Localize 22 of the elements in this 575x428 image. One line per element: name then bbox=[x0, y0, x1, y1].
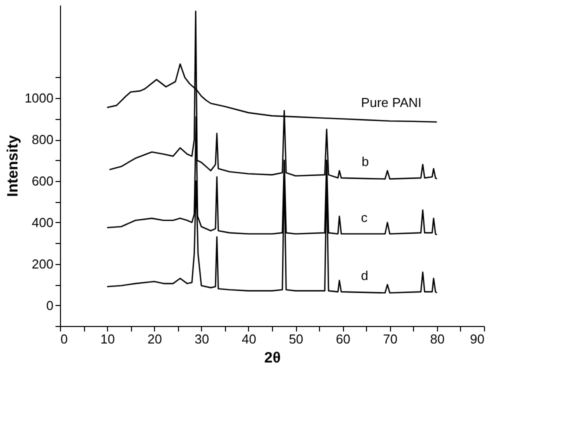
y-axis-title: Intensity bbox=[4, 134, 22, 197]
y-tick-label: 600 bbox=[32, 174, 54, 189]
y-tick-label: 800 bbox=[32, 132, 54, 148]
x-tick-label: 60 bbox=[336, 332, 350, 346]
x-tick-label: 20 bbox=[147, 332, 162, 346]
x-tick-label: 40 bbox=[242, 332, 256, 346]
x-tick-label: 10 bbox=[100, 332, 115, 346]
x-tick-label: 90 bbox=[470, 332, 484, 346]
x-tick-label: 30 bbox=[194, 332, 210, 346]
x-tick-label: 0 bbox=[60, 332, 68, 346]
x-tick-label: 70 bbox=[383, 332, 398, 346]
x-tick-label: 80 bbox=[430, 332, 445, 346]
x-axis-title: 2θ bbox=[264, 350, 281, 366]
series-label: Pure PANI bbox=[361, 94, 422, 110]
x-tick-label: 50 bbox=[288, 332, 304, 346]
y-tick-label: 0 bbox=[46, 298, 54, 313]
series-label: b bbox=[362, 154, 369, 169]
y-tick-label: 1000 bbox=[24, 90, 54, 106]
series-label: c bbox=[361, 210, 368, 225]
y-tick-label: 400 bbox=[32, 214, 54, 230]
series-label: d bbox=[361, 268, 368, 283]
y-tick-label: 200 bbox=[32, 256, 54, 272]
